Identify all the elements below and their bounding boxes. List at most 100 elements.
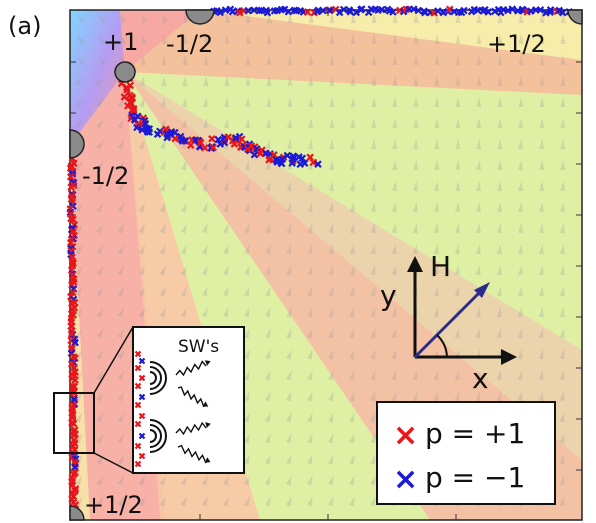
spin-wave-wiggle <box>175 360 207 377</box>
field-arrow-glyph <box>97 56 107 66</box>
field-arrow-glyph <box>559 391 565 402</box>
spin-wave-arrowhead <box>204 457 211 463</box>
field-arrow-glyph <box>518 118 524 129</box>
field-arrow-glyph <box>244 181 250 192</box>
field-arrow-glyph <box>518 139 524 150</box>
field-arrow-glyph <box>96 496 104 507</box>
field-arrow-glyph <box>139 97 145 108</box>
field-arrow-glyph <box>201 475 209 486</box>
wall-marker-red <box>265 156 273 164</box>
wall-marker-blue <box>166 130 175 139</box>
field-arrow-glyph <box>307 244 313 255</box>
field-arrow-glyph <box>413 139 419 150</box>
field-arrow-glyph <box>328 349 334 360</box>
field-arrow-glyph <box>349 286 355 297</box>
wall-marker-red <box>71 376 79 384</box>
wall-marker-red <box>230 140 239 148</box>
field-arrow-glyph <box>267 13 273 24</box>
field-arrow-glyph <box>370 181 376 192</box>
field-arrow-glyph <box>117 139 125 150</box>
field-arrow-glyph <box>243 475 250 486</box>
field-arrow-glyph <box>539 160 545 171</box>
field-arrow-glyph <box>264 412 271 423</box>
field-arrow-glyph <box>201 307 208 318</box>
field-arrow-glyph <box>328 412 334 423</box>
wall-marker-red <box>123 102 132 110</box>
field-arrow-glyph <box>243 433 250 444</box>
field-arrow-glyph <box>539 55 545 66</box>
field-arrow-glyph <box>370 160 376 171</box>
inset-label: SW's <box>178 337 219 357</box>
field-arrow-glyph <box>496 307 502 318</box>
field-arrow-glyph <box>475 328 481 339</box>
wall-marker-red <box>120 93 129 101</box>
field-arrow-glyph <box>265 139 271 150</box>
field-arrow-glyph <box>349 328 355 339</box>
field-arrow-glyph <box>497 118 503 129</box>
field-arrow-glyph <box>349 475 355 486</box>
field-arrow-glyph <box>75 160 83 171</box>
field-arrow-glyph <box>76 14 86 24</box>
inset-marker-red <box>134 350 142 358</box>
field-arrow-glyph <box>350 13 356 24</box>
field-arrow-glyph <box>307 265 313 276</box>
field-arrow-glyph <box>264 496 271 507</box>
field-arrow-glyph <box>434 97 440 108</box>
field-arrow-glyph <box>559 433 565 444</box>
field-arrow-glyph <box>266 97 272 108</box>
field-arrow-glyph <box>307 370 313 381</box>
wall-marker-blue <box>250 150 259 159</box>
field-arrow-glyph <box>392 34 398 45</box>
field-arrow-glyph <box>265 244 271 255</box>
field-arrow-glyph <box>266 55 272 66</box>
wall-marker-blue <box>244 6 252 15</box>
field-arrow-glyph <box>539 76 545 87</box>
field-arrow-glyph <box>559 349 565 360</box>
field-arrow-glyph <box>329 139 334 150</box>
field-arrow-glyph <box>455 118 461 129</box>
field-arrow-glyph <box>265 202 271 213</box>
field-arrow-glyph <box>538 391 544 402</box>
spin-wave-arrowhead <box>204 360 211 366</box>
field-arrow-glyph <box>496 265 502 276</box>
field-arrow-glyph <box>391 244 397 255</box>
field-arrow-glyph <box>203 76 209 87</box>
field-arrow-glyph <box>287 13 293 24</box>
field-arrow-glyph <box>539 181 545 192</box>
field-arrow-glyph <box>518 34 524 45</box>
field-arrow-glyph <box>434 76 440 87</box>
field-arrow-glyph <box>455 55 461 66</box>
spin-wave-arrowhead <box>202 401 209 407</box>
field-arrow-glyph <box>391 181 397 192</box>
field-arrow-glyph <box>74 77 84 87</box>
field-arrow-glyph <box>75 244 83 255</box>
field-arrow-glyph <box>285 475 292 486</box>
field-arrow-glyph <box>117 433 125 444</box>
wall-marker-red <box>238 135 246 143</box>
wall-marker-blue <box>314 160 322 168</box>
field-arrow-glyph <box>117 244 125 255</box>
field-arrow-glyph <box>243 391 250 402</box>
field-arrow-glyph <box>75 475 83 486</box>
field-arrow-glyph <box>286 307 292 318</box>
field-arrow-glyph <box>307 307 313 318</box>
field-arrow-glyph <box>329 118 335 129</box>
field-arrow-glyph <box>538 286 544 297</box>
field-arrow-glyph <box>434 34 440 45</box>
field-arrow-glyph <box>496 370 502 381</box>
field-arrow-glyph <box>497 76 503 87</box>
field-arrow-glyph <box>96 181 104 192</box>
field-arrow-glyph <box>287 97 293 108</box>
field-arrow-glyph <box>117 328 125 339</box>
field-arrow-glyph <box>264 454 271 465</box>
field-arrow-glyph <box>225 13 231 24</box>
field-arrow-glyph <box>392 55 398 66</box>
wall-marker-blue <box>389 8 397 16</box>
field-arrow-glyph <box>518 181 524 192</box>
field-arrow-glyph <box>117 265 125 276</box>
legend-marker-red: × <box>393 418 418 453</box>
wall-marker-red <box>67 183 75 191</box>
wall-marker-blue <box>263 8 272 17</box>
field-arrow-glyph <box>182 55 188 66</box>
field-arrow-glyph <box>117 412 125 423</box>
